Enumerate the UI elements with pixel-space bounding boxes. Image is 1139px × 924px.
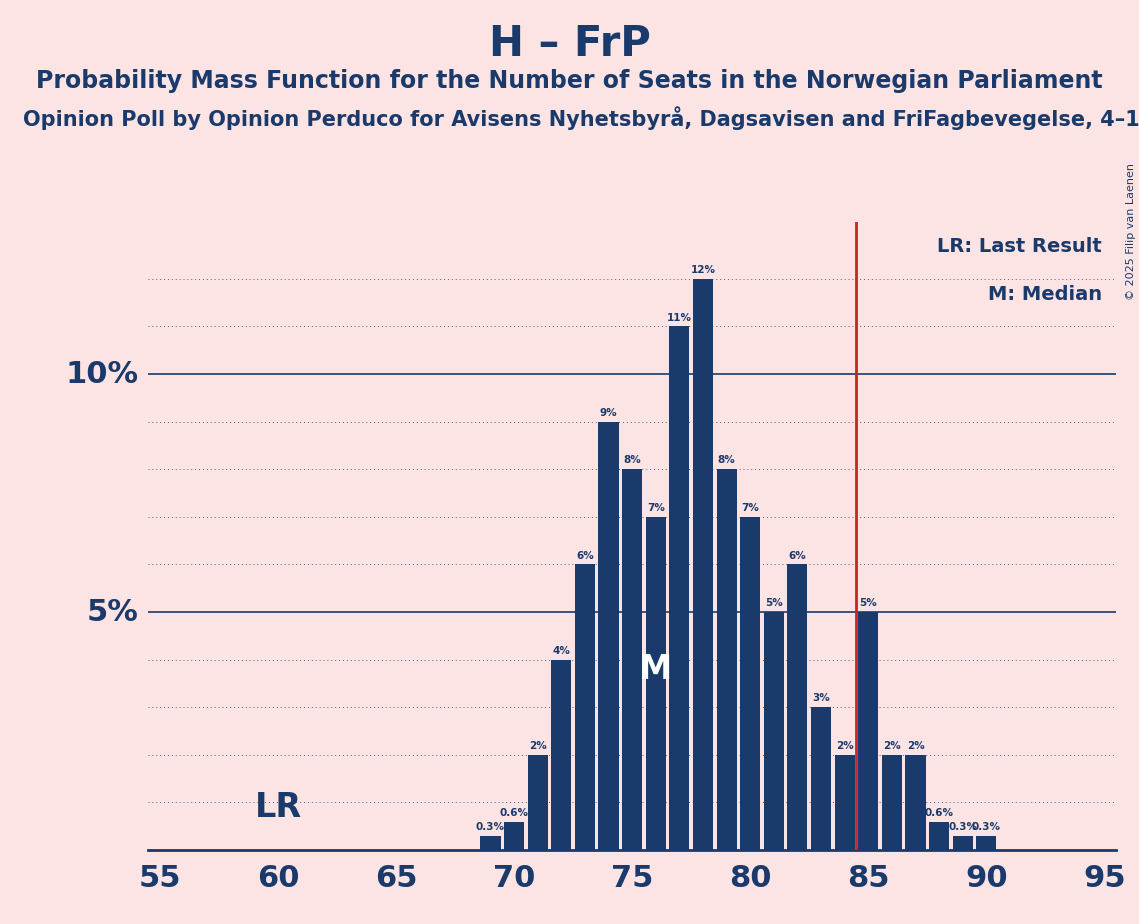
- Text: 2%: 2%: [528, 741, 547, 751]
- Text: 5%: 5%: [860, 598, 877, 608]
- Text: 0.3%: 0.3%: [476, 822, 505, 832]
- Text: Opinion Poll by Opinion Perduco for Avisens Nyhetsbyrå, Dagsavisen and FriFagbev: Opinion Poll by Opinion Perduco for Avis…: [23, 106, 1139, 130]
- Text: 3%: 3%: [812, 694, 830, 703]
- Text: © 2025 Filip van Laenen: © 2025 Filip van Laenen: [1126, 163, 1136, 299]
- Text: 7%: 7%: [647, 503, 665, 513]
- Bar: [811, 707, 831, 850]
- Bar: [551, 660, 572, 850]
- Bar: [575, 565, 595, 850]
- Text: 0.3%: 0.3%: [972, 822, 1001, 832]
- Text: H – FrP: H – FrP: [489, 23, 650, 65]
- Text: 0.6%: 0.6%: [500, 808, 528, 818]
- Text: 10%: 10%: [65, 359, 139, 389]
- Text: 4%: 4%: [552, 646, 571, 656]
- Bar: [764, 612, 784, 850]
- Bar: [693, 279, 713, 850]
- Text: 8%: 8%: [623, 456, 641, 466]
- Bar: [716, 469, 737, 850]
- Text: LR: Last Result: LR: Last Result: [937, 237, 1101, 257]
- Text: 2%: 2%: [836, 741, 853, 751]
- Text: 2%: 2%: [883, 741, 901, 751]
- Bar: [859, 612, 878, 850]
- Bar: [598, 421, 618, 850]
- Text: Probability Mass Function for the Number of Seats in the Norwegian Parliament: Probability Mass Function for the Number…: [36, 69, 1103, 93]
- Bar: [670, 326, 689, 850]
- Bar: [929, 821, 949, 850]
- Text: 12%: 12%: [690, 265, 715, 275]
- Text: 5%: 5%: [87, 598, 139, 626]
- Bar: [976, 836, 997, 850]
- Bar: [835, 755, 854, 850]
- Text: 2%: 2%: [907, 741, 925, 751]
- Text: 0.3%: 0.3%: [949, 822, 977, 832]
- Bar: [481, 836, 500, 850]
- Text: 7%: 7%: [741, 503, 760, 513]
- Text: 11%: 11%: [666, 312, 691, 322]
- Text: M: M: [639, 652, 672, 686]
- Bar: [740, 517, 760, 850]
- Text: 6%: 6%: [576, 551, 593, 561]
- Text: 0.6%: 0.6%: [925, 808, 953, 818]
- Bar: [787, 565, 808, 850]
- Bar: [952, 836, 973, 850]
- Bar: [505, 821, 524, 850]
- Text: 6%: 6%: [788, 551, 806, 561]
- Text: LR: LR: [254, 791, 302, 823]
- Text: 9%: 9%: [600, 407, 617, 418]
- Bar: [622, 469, 642, 850]
- Bar: [906, 755, 926, 850]
- Bar: [527, 755, 548, 850]
- Text: M: Median: M: Median: [988, 285, 1101, 304]
- Text: 8%: 8%: [718, 456, 736, 466]
- Text: 5%: 5%: [765, 598, 782, 608]
- Bar: [882, 755, 902, 850]
- Bar: [646, 517, 666, 850]
